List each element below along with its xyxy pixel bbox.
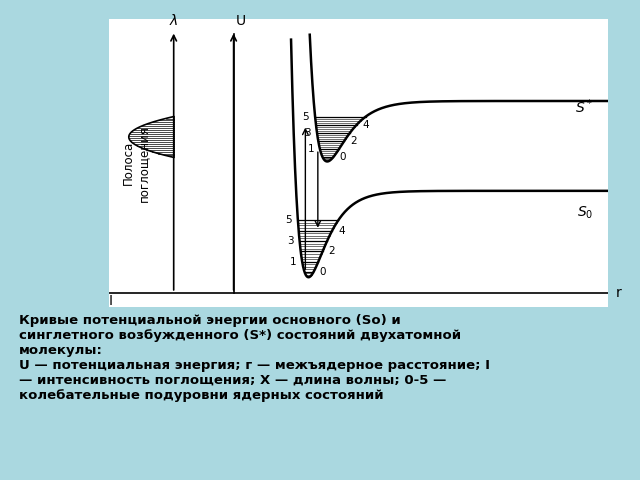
Text: 5: 5 [285, 215, 292, 225]
Text: r: r [616, 286, 621, 300]
Text: 2: 2 [350, 136, 356, 146]
Text: 2: 2 [328, 246, 335, 256]
Text: $S^*$: $S^*$ [575, 98, 593, 116]
Text: 4: 4 [363, 120, 369, 130]
Text: U: U [236, 14, 246, 28]
Text: I: I [109, 294, 113, 309]
Text: 3: 3 [287, 236, 294, 246]
Text: Кривые потенциальной энергии основного (So) и
синглетного возбужденного (S*) сос: Кривые потенциальной энергии основного (… [19, 313, 490, 402]
Text: 0: 0 [339, 152, 346, 162]
Text: 3: 3 [305, 128, 311, 138]
Text: $S_0$: $S_0$ [577, 204, 593, 221]
Text: 5: 5 [303, 111, 309, 121]
Polygon shape [129, 117, 173, 157]
Text: 1: 1 [289, 257, 296, 267]
Text: 4: 4 [338, 226, 345, 236]
Text: 0: 0 [319, 267, 326, 277]
Text: Полоса
поглощения: Полоса поглощения [122, 125, 150, 202]
Text: $\lambda$: $\lambda$ [169, 13, 179, 28]
Text: 1: 1 [307, 144, 314, 154]
